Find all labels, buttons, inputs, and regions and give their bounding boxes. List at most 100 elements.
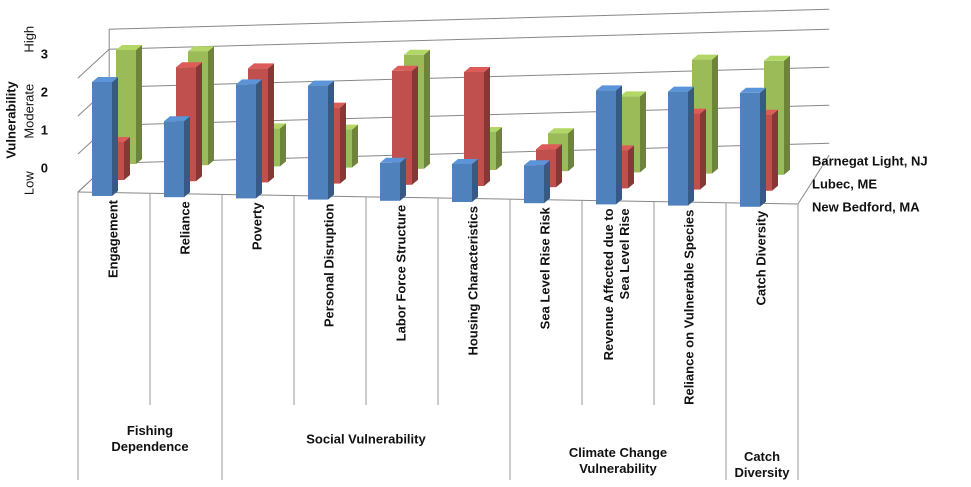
bar [668, 86, 694, 206]
bar-side [184, 116, 190, 198]
y-axis-label: Vulnerability [3, 80, 18, 158]
bar-top [248, 63, 274, 69]
bar-side [496, 127, 502, 170]
floor-right [797, 154, 830, 205]
bar-top [452, 159, 478, 164]
bar-side [196, 62, 202, 182]
bar [464, 67, 490, 186]
bar-front [740, 92, 760, 207]
group-label: Fishing Dependence [111, 424, 188, 455]
y-level-label: Low [21, 171, 36, 195]
bar [92, 77, 118, 196]
y-level-label: Moderate [21, 84, 36, 139]
bar-side [640, 91, 646, 173]
y-tick-label: 0 [41, 161, 48, 176]
bar-side [772, 109, 778, 191]
bar-front [392, 70, 412, 185]
bar-side [328, 80, 334, 200]
bar-front [596, 90, 616, 205]
grid-line-side [77, 48, 110, 79]
bar-top [740, 87, 766, 93]
group-label: Catch Diversity [735, 450, 791, 481]
bar-top [404, 49, 430, 55]
bar-side [424, 49, 430, 169]
bar-side [352, 124, 358, 168]
group-label: Climate Change Vulnerability [569, 446, 667, 477]
legend-label: Barnegat Light, NJ [812, 153, 928, 168]
bar-front [164, 121, 184, 198]
x-tick-label: Engagement [105, 199, 120, 278]
bar-top [692, 54, 718, 60]
bar-top [308, 80, 334, 86]
bar-side [544, 160, 550, 204]
bar-side [712, 54, 718, 174]
x-tick-label: Poverty [249, 202, 264, 250]
x-tick-label: Labor Force Structure [393, 205, 408, 342]
bar-side [556, 144, 562, 188]
bar-front [464, 72, 484, 186]
bar-side [628, 145, 634, 189]
bar-top [620, 91, 646, 97]
bar [236, 79, 262, 199]
y-tick-label: 3 [41, 47, 48, 62]
bar-top [524, 160, 550, 166]
bar [308, 80, 334, 200]
x-tick-label: Reliance on Vulnerable Species [681, 210, 696, 405]
bar-front [236, 84, 256, 199]
bar-top [548, 128, 574, 134]
bar-top [176, 62, 202, 68]
bar [452, 159, 478, 202]
bar-front [92, 82, 112, 196]
bar [116, 45, 142, 164]
bar-top [536, 144, 562, 150]
grid-line [109, 28, 830, 50]
bar-top [188, 46, 214, 52]
legend-label: Lubec, ME [812, 176, 877, 191]
x-tick-label: Personal Disruption [321, 204, 336, 328]
bar-side [112, 77, 118, 196]
bar [164, 116, 190, 198]
bar-side [784, 55, 790, 175]
bar-side [268, 63, 274, 183]
x-tick-label: Revenue Affected due toSea Level Rise [602, 208, 633, 360]
bar-front [116, 50, 136, 164]
group-label: Social Vulnerability [306, 431, 426, 446]
y-level-label: High [21, 26, 36, 53]
bar-front [524, 165, 544, 204]
bar-top [164, 116, 190, 122]
bar-top [764, 55, 790, 61]
bar-front [452, 164, 472, 202]
bar-top [92, 77, 118, 82]
bar [380, 157, 406, 201]
bar-side [688, 86, 694, 206]
bar [740, 87, 766, 207]
bar-side [136, 45, 142, 164]
bar-top [392, 65, 418, 71]
bar-top [116, 45, 142, 50]
y-tick-label: 2 [41, 85, 48, 100]
bar-top [464, 67, 490, 72]
bar [596, 85, 622, 205]
bar [524, 160, 550, 204]
x-tick-label: Catch Diversity [753, 210, 768, 305]
bar-side [280, 123, 286, 167]
bar-top [596, 85, 622, 91]
bar-side [472, 159, 478, 202]
bar-front [380, 162, 400, 201]
bar-side [700, 108, 706, 190]
y-tick-label: 1 [41, 123, 48, 138]
bar-front [308, 85, 328, 200]
bar [392, 65, 418, 185]
bar-side [760, 87, 766, 207]
bar-side [568, 128, 574, 172]
bar-side [208, 46, 214, 166]
bar-top [380, 157, 406, 163]
bar-front [668, 91, 688, 206]
bar-side [412, 65, 418, 185]
bar-side [484, 67, 490, 186]
bar-side [616, 85, 622, 205]
x-tick-label: Housing Characteristics [465, 206, 480, 356]
bar-side [256, 79, 262, 199]
x-tick-label: Reliance [177, 201, 192, 254]
